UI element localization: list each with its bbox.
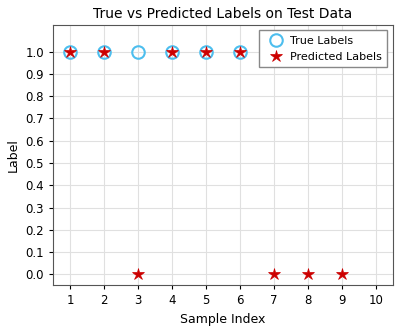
- X-axis label: Sample Index: Sample Index: [180, 313, 266, 326]
- Legend: True Labels, Predicted Labels: True Labels, Predicted Labels: [259, 30, 388, 67]
- Y-axis label: Label: Label: [7, 138, 20, 172]
- Title: True vs Predicted Labels on Test Data: True vs Predicted Labels on Test Data: [94, 7, 353, 21]
